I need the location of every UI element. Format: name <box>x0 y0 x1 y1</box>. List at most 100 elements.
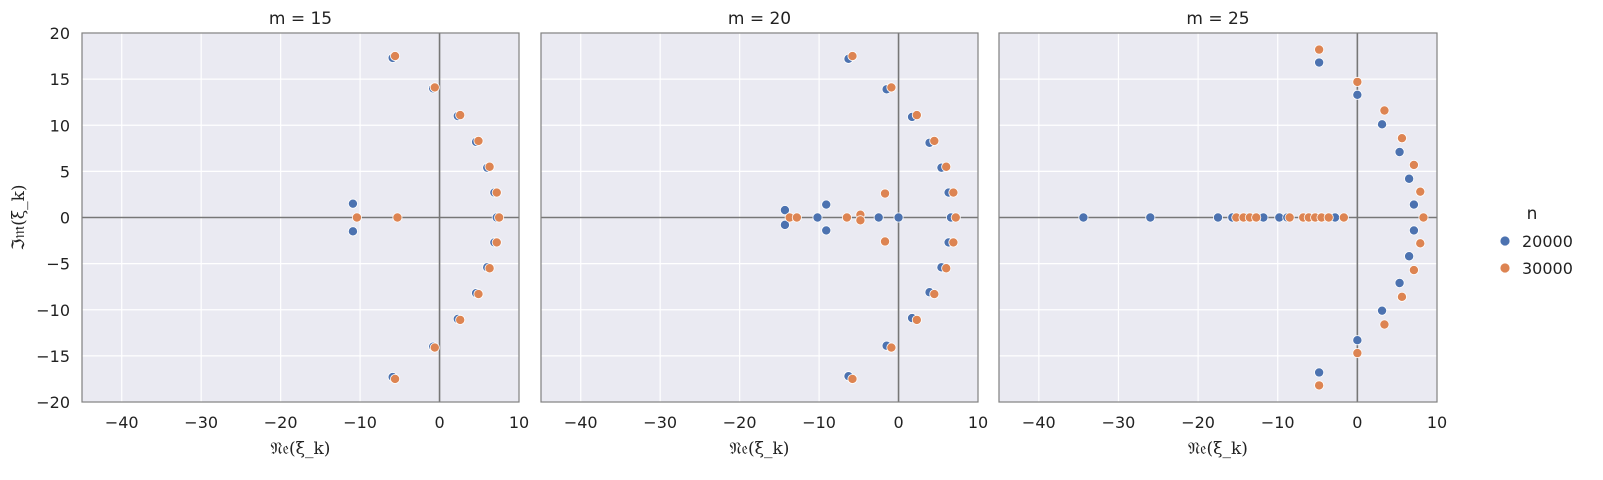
data-point <box>390 51 401 62</box>
panel-title: m = 20 <box>728 9 791 29</box>
x-tick-label: −10 <box>1261 413 1295 432</box>
data-point <box>948 237 959 248</box>
x-tick-label: −10 <box>802 413 836 432</box>
x-axis-label: 𝔑𝔢(ξ_k) <box>730 439 790 459</box>
legend: n 20000 30000 <box>1499 204 1573 278</box>
legend-entry-20000: 20000 <box>1499 232 1573 251</box>
panel-1: −40 −30 −20 −10 0 10 −20 −15 −10 −5 0 5 10 15 20 m = 15… <box>9 9 529 459</box>
data-point <box>880 188 891 199</box>
data-point <box>821 199 832 210</box>
data-point <box>948 187 959 198</box>
panel-2: −40 −30 −20 −10 0 10 m = 20 𝔑𝔢(ξ_k) <box>540 9 988 459</box>
x-tick-label: −30 <box>184 413 218 432</box>
x-axis-label: 𝔑𝔢(ξ_k) <box>1188 439 1248 459</box>
data-point <box>491 187 502 198</box>
data-point <box>779 219 790 230</box>
data-point <box>886 82 897 93</box>
data-point <box>855 215 866 226</box>
x-tick-label: 0 <box>434 413 444 432</box>
data-point <box>911 314 922 325</box>
plot-frame <box>540 32 979 403</box>
x-tick-label: −40 <box>564 413 598 432</box>
data-point <box>347 226 358 237</box>
data-point <box>1314 367 1325 378</box>
x-tick-label: 0 <box>1352 413 1362 432</box>
x-tick-label: −40 <box>105 413 139 432</box>
series-30000 <box>1231 44 1429 391</box>
data-point <box>873 212 884 223</box>
data-point <box>847 51 858 62</box>
plot-frame <box>998 32 1438 403</box>
panels: −40 −30 −20 −10 0 10 −20 −15 −10 −5 0 5 10 15 20 m = 15… <box>9 9 1447 459</box>
data-point <box>1396 291 1407 302</box>
data-point <box>429 342 440 353</box>
data-point <box>1415 186 1426 197</box>
legend-label-30000: 30000 <box>1522 259 1573 278</box>
x-tick-label: −30 <box>643 413 677 432</box>
data-point <box>491 237 502 248</box>
data-point <box>1352 335 1363 346</box>
data-point <box>1145 212 1156 223</box>
data-point <box>347 198 358 209</box>
data-point <box>886 342 897 353</box>
data-point <box>929 289 940 300</box>
data-point <box>1314 57 1325 68</box>
data-point <box>1078 212 1089 223</box>
legend-marker-30000 <box>1499 262 1511 274</box>
data-point <box>1284 212 1295 223</box>
y-tick-label: 20 <box>50 24 70 43</box>
x-tick-label: 10 <box>968 413 988 432</box>
x-tick-label: −20 <box>723 413 757 432</box>
data-point <box>812 212 823 223</box>
data-point <box>1213 212 1224 223</box>
x-tick-label: −30 <box>1102 413 1136 432</box>
panel-3: −40 −30 −20 −10 0 10 m = 25 𝔑𝔢(ξ_k) <box>998 9 1447 459</box>
series-30000 <box>351 51 505 384</box>
data-point <box>1352 76 1363 87</box>
panel-title: m = 15 <box>269 9 332 29</box>
data-point <box>911 110 922 121</box>
y-tick-label: 10 <box>50 116 70 135</box>
data-point <box>484 161 495 172</box>
data-point <box>1404 173 1415 184</box>
data-point <box>1338 212 1349 223</box>
data-point <box>1379 105 1390 116</box>
data-point <box>1408 225 1419 236</box>
y-tick-label: −5 <box>46 255 70 274</box>
data-point <box>779 205 790 216</box>
data-point <box>351 212 362 223</box>
x-tick-label: −40 <box>1022 413 1056 432</box>
legend-entry-30000: 30000 <box>1499 259 1573 278</box>
data-point <box>791 212 802 223</box>
data-point <box>893 212 904 223</box>
data-point <box>1408 265 1419 276</box>
data-point <box>1314 44 1325 55</box>
data-point <box>494 212 505 223</box>
data-point <box>880 236 891 247</box>
x-tick-label: −20 <box>1181 413 1215 432</box>
data-point <box>1394 147 1405 158</box>
data-point <box>1251 212 1262 223</box>
panel-title: m = 25 <box>1186 9 1249 29</box>
data-point <box>1418 212 1429 223</box>
data-point <box>1404 251 1415 262</box>
data-point <box>821 225 832 236</box>
data-point <box>841 212 852 223</box>
y-tick-label: −10 <box>36 301 70 320</box>
data-point <box>390 373 401 384</box>
data-point <box>1352 89 1363 100</box>
legend-title: n <box>1527 204 1538 224</box>
x-tick-label: 0 <box>893 413 903 432</box>
data-point <box>1408 199 1419 210</box>
data-point <box>1415 238 1426 249</box>
legend-marker-20000 <box>1499 235 1511 247</box>
data-point <box>1314 380 1325 391</box>
x-tick-label: −20 <box>264 413 298 432</box>
data-point <box>929 135 940 146</box>
data-point <box>1408 159 1419 170</box>
data-point <box>473 135 484 146</box>
data-point <box>1394 277 1405 288</box>
data-point <box>455 110 466 121</box>
x-axis-label: 𝔑𝔢(ξ_k) <box>271 439 331 459</box>
